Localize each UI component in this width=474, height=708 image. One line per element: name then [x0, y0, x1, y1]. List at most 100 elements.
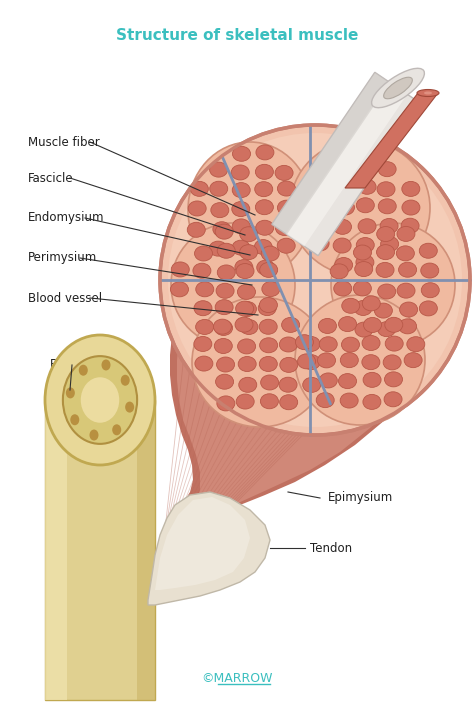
Ellipse shape [277, 200, 295, 215]
Polygon shape [45, 400, 67, 700]
Ellipse shape [171, 262, 189, 277]
Ellipse shape [319, 373, 337, 388]
Polygon shape [148, 492, 270, 605]
Ellipse shape [333, 238, 351, 253]
Text: Muscle fiber: Muscle fiber [28, 135, 100, 149]
Ellipse shape [295, 295, 425, 425]
Ellipse shape [257, 260, 275, 275]
Ellipse shape [188, 142, 312, 278]
Ellipse shape [213, 319, 231, 334]
Ellipse shape [315, 218, 333, 234]
Ellipse shape [171, 282, 189, 297]
Ellipse shape [236, 263, 254, 278]
Ellipse shape [192, 297, 328, 427]
Ellipse shape [377, 227, 395, 241]
Polygon shape [137, 400, 155, 700]
Ellipse shape [290, 140, 430, 276]
Ellipse shape [216, 375, 234, 389]
Ellipse shape [384, 392, 402, 407]
Ellipse shape [335, 161, 353, 176]
Ellipse shape [254, 239, 272, 255]
Ellipse shape [364, 317, 382, 333]
Ellipse shape [121, 375, 130, 386]
Ellipse shape [237, 285, 255, 299]
Ellipse shape [383, 77, 412, 99]
Ellipse shape [402, 200, 420, 215]
Ellipse shape [275, 220, 293, 236]
Ellipse shape [404, 353, 422, 367]
Ellipse shape [356, 142, 374, 156]
Ellipse shape [319, 319, 337, 333]
Ellipse shape [401, 218, 419, 233]
Ellipse shape [240, 227, 258, 241]
Ellipse shape [424, 91, 432, 94]
Ellipse shape [334, 219, 352, 234]
Ellipse shape [363, 372, 381, 387]
Ellipse shape [380, 219, 398, 234]
Ellipse shape [280, 395, 298, 410]
Ellipse shape [232, 202, 250, 217]
Ellipse shape [376, 245, 394, 260]
Ellipse shape [355, 261, 373, 277]
Polygon shape [272, 72, 421, 256]
Ellipse shape [340, 353, 358, 367]
Ellipse shape [407, 337, 425, 352]
Ellipse shape [196, 319, 214, 334]
Ellipse shape [396, 246, 414, 261]
Ellipse shape [417, 89, 439, 96]
Ellipse shape [112, 424, 121, 435]
Ellipse shape [255, 164, 273, 179]
Ellipse shape [261, 246, 279, 261]
Ellipse shape [311, 236, 329, 251]
Ellipse shape [258, 301, 276, 316]
Ellipse shape [260, 338, 278, 353]
Ellipse shape [377, 182, 395, 197]
Ellipse shape [240, 319, 258, 334]
Text: Bone: Bone [50, 358, 80, 372]
Ellipse shape [231, 165, 249, 180]
Ellipse shape [363, 394, 381, 409]
Ellipse shape [194, 301, 212, 316]
Ellipse shape [378, 199, 396, 214]
Ellipse shape [235, 260, 253, 275]
Ellipse shape [311, 182, 329, 197]
Ellipse shape [356, 255, 374, 270]
Ellipse shape [238, 357, 256, 372]
Ellipse shape [261, 375, 279, 390]
Ellipse shape [282, 317, 300, 332]
Ellipse shape [303, 377, 321, 392]
Ellipse shape [376, 263, 394, 278]
Ellipse shape [356, 238, 374, 253]
Ellipse shape [338, 374, 356, 389]
Ellipse shape [238, 302, 256, 316]
Ellipse shape [233, 147, 250, 161]
Ellipse shape [194, 336, 212, 351]
Ellipse shape [319, 337, 337, 352]
Ellipse shape [362, 296, 380, 311]
Text: Structure of skeletal muscle: Structure of skeletal muscle [116, 28, 358, 42]
Ellipse shape [259, 356, 277, 372]
Ellipse shape [378, 321, 395, 336]
Ellipse shape [279, 377, 297, 392]
Ellipse shape [338, 316, 356, 331]
Ellipse shape [312, 198, 330, 213]
Ellipse shape [402, 181, 420, 196]
Ellipse shape [399, 319, 417, 334]
Ellipse shape [209, 241, 227, 256]
Ellipse shape [358, 179, 376, 194]
Text: Fascicle: Fascicle [28, 171, 73, 185]
Text: Endomysium: Endomysium [28, 212, 104, 224]
Ellipse shape [374, 303, 392, 318]
Ellipse shape [125, 401, 134, 413]
Ellipse shape [171, 223, 295, 347]
Ellipse shape [342, 298, 360, 313]
Ellipse shape [295, 335, 313, 350]
Ellipse shape [316, 393, 334, 408]
Ellipse shape [260, 394, 278, 409]
Text: ©MARROW: ©MARROW [201, 671, 273, 685]
Ellipse shape [213, 222, 231, 236]
Ellipse shape [421, 282, 439, 298]
Ellipse shape [217, 357, 235, 372]
Ellipse shape [214, 338, 232, 353]
Ellipse shape [280, 358, 298, 372]
